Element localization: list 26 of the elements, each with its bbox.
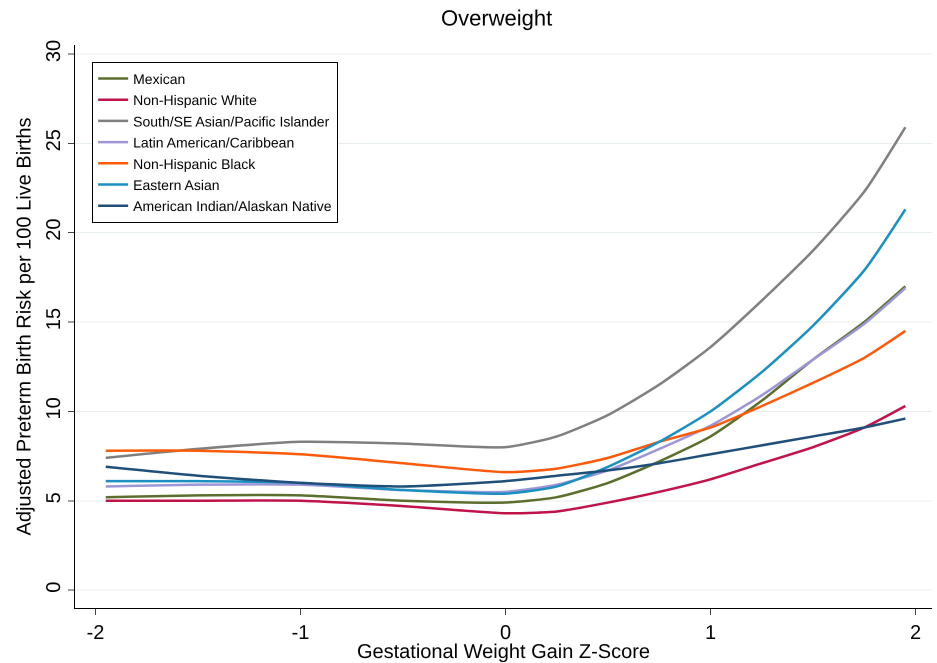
y-tick-label: 25 xyxy=(43,129,65,152)
x-axis-title: Gestational Weight Gain Z-Score xyxy=(356,641,650,663)
line-series xyxy=(104,126,907,460)
y-tick-label: 5 xyxy=(43,492,65,504)
x-tick-label: 0 xyxy=(500,622,512,644)
y-tick-label: 0 xyxy=(43,582,65,593)
legend-label: South/SE Asian/Pacific Islander xyxy=(133,113,330,130)
legend-label: Eastern Asian xyxy=(133,176,220,193)
legend-label: American Indian/Alaskan Native xyxy=(133,198,332,214)
legend-label: Non-Hispanic Black xyxy=(133,156,256,172)
legend-label: Non-Hispanic White xyxy=(133,92,258,108)
y-tick-label: 20 xyxy=(43,218,65,241)
y-tick-label: 30 xyxy=(43,40,65,62)
legend-label: Mexican xyxy=(133,70,186,87)
x-tick-label: 2 xyxy=(910,622,922,644)
x-tick-label: -2 xyxy=(86,622,104,644)
y-tick-label: 10 xyxy=(43,397,65,420)
y-axis-title: Adjusted Preterm Birth Risk per 100 Live Births xyxy=(14,118,36,536)
x-tick-label: 1 xyxy=(705,622,716,644)
chart-title: Overweight xyxy=(440,5,552,30)
line-series xyxy=(104,330,907,474)
y-tick-label: 15 xyxy=(43,308,65,330)
line-series xyxy=(104,417,907,488)
legend-label: Latin American/Caribbean xyxy=(133,134,294,151)
x-tick-label: -1 xyxy=(292,622,310,644)
line-series xyxy=(104,404,907,515)
